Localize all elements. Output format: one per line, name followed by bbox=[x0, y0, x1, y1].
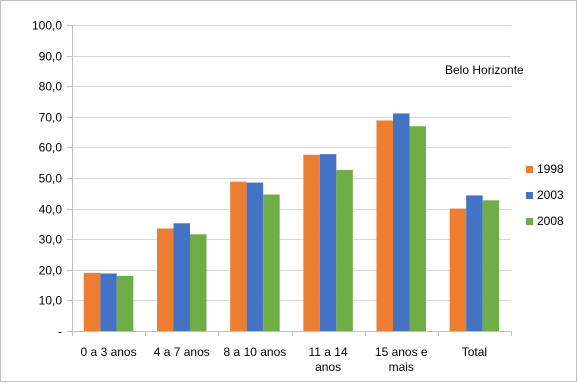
bar bbox=[83, 272, 101, 331]
bar bbox=[393, 113, 410, 332]
bar bbox=[157, 228, 174, 331]
bar bbox=[409, 126, 426, 331]
legend-label: 1998 bbox=[537, 162, 564, 176]
y-tick-label: 80,0 bbox=[39, 80, 63, 94]
x-tick-label: 8 a 10 anos bbox=[224, 345, 287, 359]
bar bbox=[303, 154, 320, 331]
y-tick-label: 60,0 bbox=[39, 141, 63, 155]
bar bbox=[466, 195, 483, 331]
y-tick-label: 100,0 bbox=[32, 19, 62, 33]
legend-label: 2003 bbox=[537, 188, 564, 202]
bar bbox=[449, 208, 467, 331]
bars bbox=[83, 113, 500, 332]
legend-swatch bbox=[526, 166, 533, 173]
x-tick-label: Total bbox=[462, 345, 487, 359]
bar bbox=[263, 194, 280, 331]
y-tick-label: 70,0 bbox=[39, 111, 63, 125]
y-tick-label: 20,0 bbox=[39, 264, 63, 278]
bar bbox=[173, 223, 190, 331]
y-tick-label: - bbox=[58, 325, 62, 339]
bar bbox=[100, 273, 117, 331]
bar bbox=[319, 154, 337, 331]
x-tick-label: 15 anos e bbox=[375, 345, 428, 359]
bar bbox=[230, 181, 247, 331]
x-tick-label: anos bbox=[315, 360, 341, 374]
x-tick-label: mais bbox=[389, 360, 414, 374]
bar bbox=[246, 182, 264, 331]
legend-label: 2008 bbox=[537, 214, 564, 228]
bar bbox=[190, 234, 207, 331]
y-axis-ticks: - 10,0 20,0 30,0 40,0 50,0 60,0 70,0 80,0 90,0 100… bbox=[32, 19, 62, 339]
y-tick-label: 30,0 bbox=[39, 233, 63, 247]
x-axis: 0 a 3 anos 4 a 7 anos 8 a 10 anos 11 a 14an… bbox=[72, 25, 512, 374]
bar bbox=[116, 275, 134, 331]
x-tick-label: 11 a 14 bbox=[309, 345, 348, 359]
legend-swatch bbox=[526, 218, 533, 225]
y-tick-label: 90,0 bbox=[39, 50, 63, 64]
legend-swatch bbox=[526, 192, 533, 199]
y-tick-label: 40,0 bbox=[39, 203, 63, 217]
bar bbox=[336, 170, 353, 331]
bar bbox=[376, 120, 393, 331]
bar bbox=[482, 200, 500, 331]
y-tick-label: 50,0 bbox=[39, 172, 63, 186]
chart-annotation: Belo Horizonte bbox=[445, 63, 524, 77]
x-tick-label: 4 a 7 anos bbox=[154, 345, 210, 359]
legend: 1998 2003 2008 bbox=[526, 162, 564, 228]
gridlines bbox=[67, 25, 511, 332]
x-tick-label: 0 a 3 anos bbox=[81, 345, 137, 359]
y-tick-label: 10,0 bbox=[39, 294, 63, 308]
